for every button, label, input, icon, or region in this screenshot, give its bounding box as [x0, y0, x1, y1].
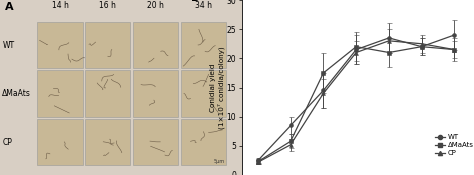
Text: 20 h: 20 h — [147, 2, 164, 10]
Text: CP: CP — [2, 138, 12, 146]
Text: A: A — [5, 2, 13, 12]
Bar — [37, 22, 82, 68]
Text: 34 h: 34 h — [195, 2, 212, 10]
Bar — [85, 22, 130, 68]
Bar — [37, 71, 82, 117]
Text: 16 h: 16 h — [100, 2, 116, 10]
Bar — [37, 119, 82, 165]
Legend: WT, ΔMaAts, CP: WT, ΔMaAts, CP — [433, 133, 474, 158]
Text: 14 h: 14 h — [52, 2, 68, 10]
Y-axis label: Conidial yield
(1×10⁷ conidia/colony): Conidial yield (1×10⁷ conidia/colony) — [210, 46, 225, 129]
Bar — [133, 119, 178, 165]
Bar — [181, 119, 226, 165]
Bar — [133, 22, 178, 68]
Bar — [133, 71, 178, 117]
Bar — [85, 71, 130, 117]
Bar — [181, 71, 226, 117]
Text: WT: WT — [2, 41, 14, 50]
Bar — [85, 119, 130, 165]
Bar — [181, 22, 226, 68]
Text: B: B — [191, 0, 199, 3]
Text: ΔMaAts: ΔMaAts — [2, 89, 31, 98]
Text: 5μm: 5μm — [214, 159, 225, 164]
